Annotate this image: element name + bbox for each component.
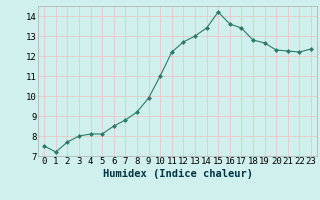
X-axis label: Humidex (Indice chaleur): Humidex (Indice chaleur)	[103, 169, 252, 179]
